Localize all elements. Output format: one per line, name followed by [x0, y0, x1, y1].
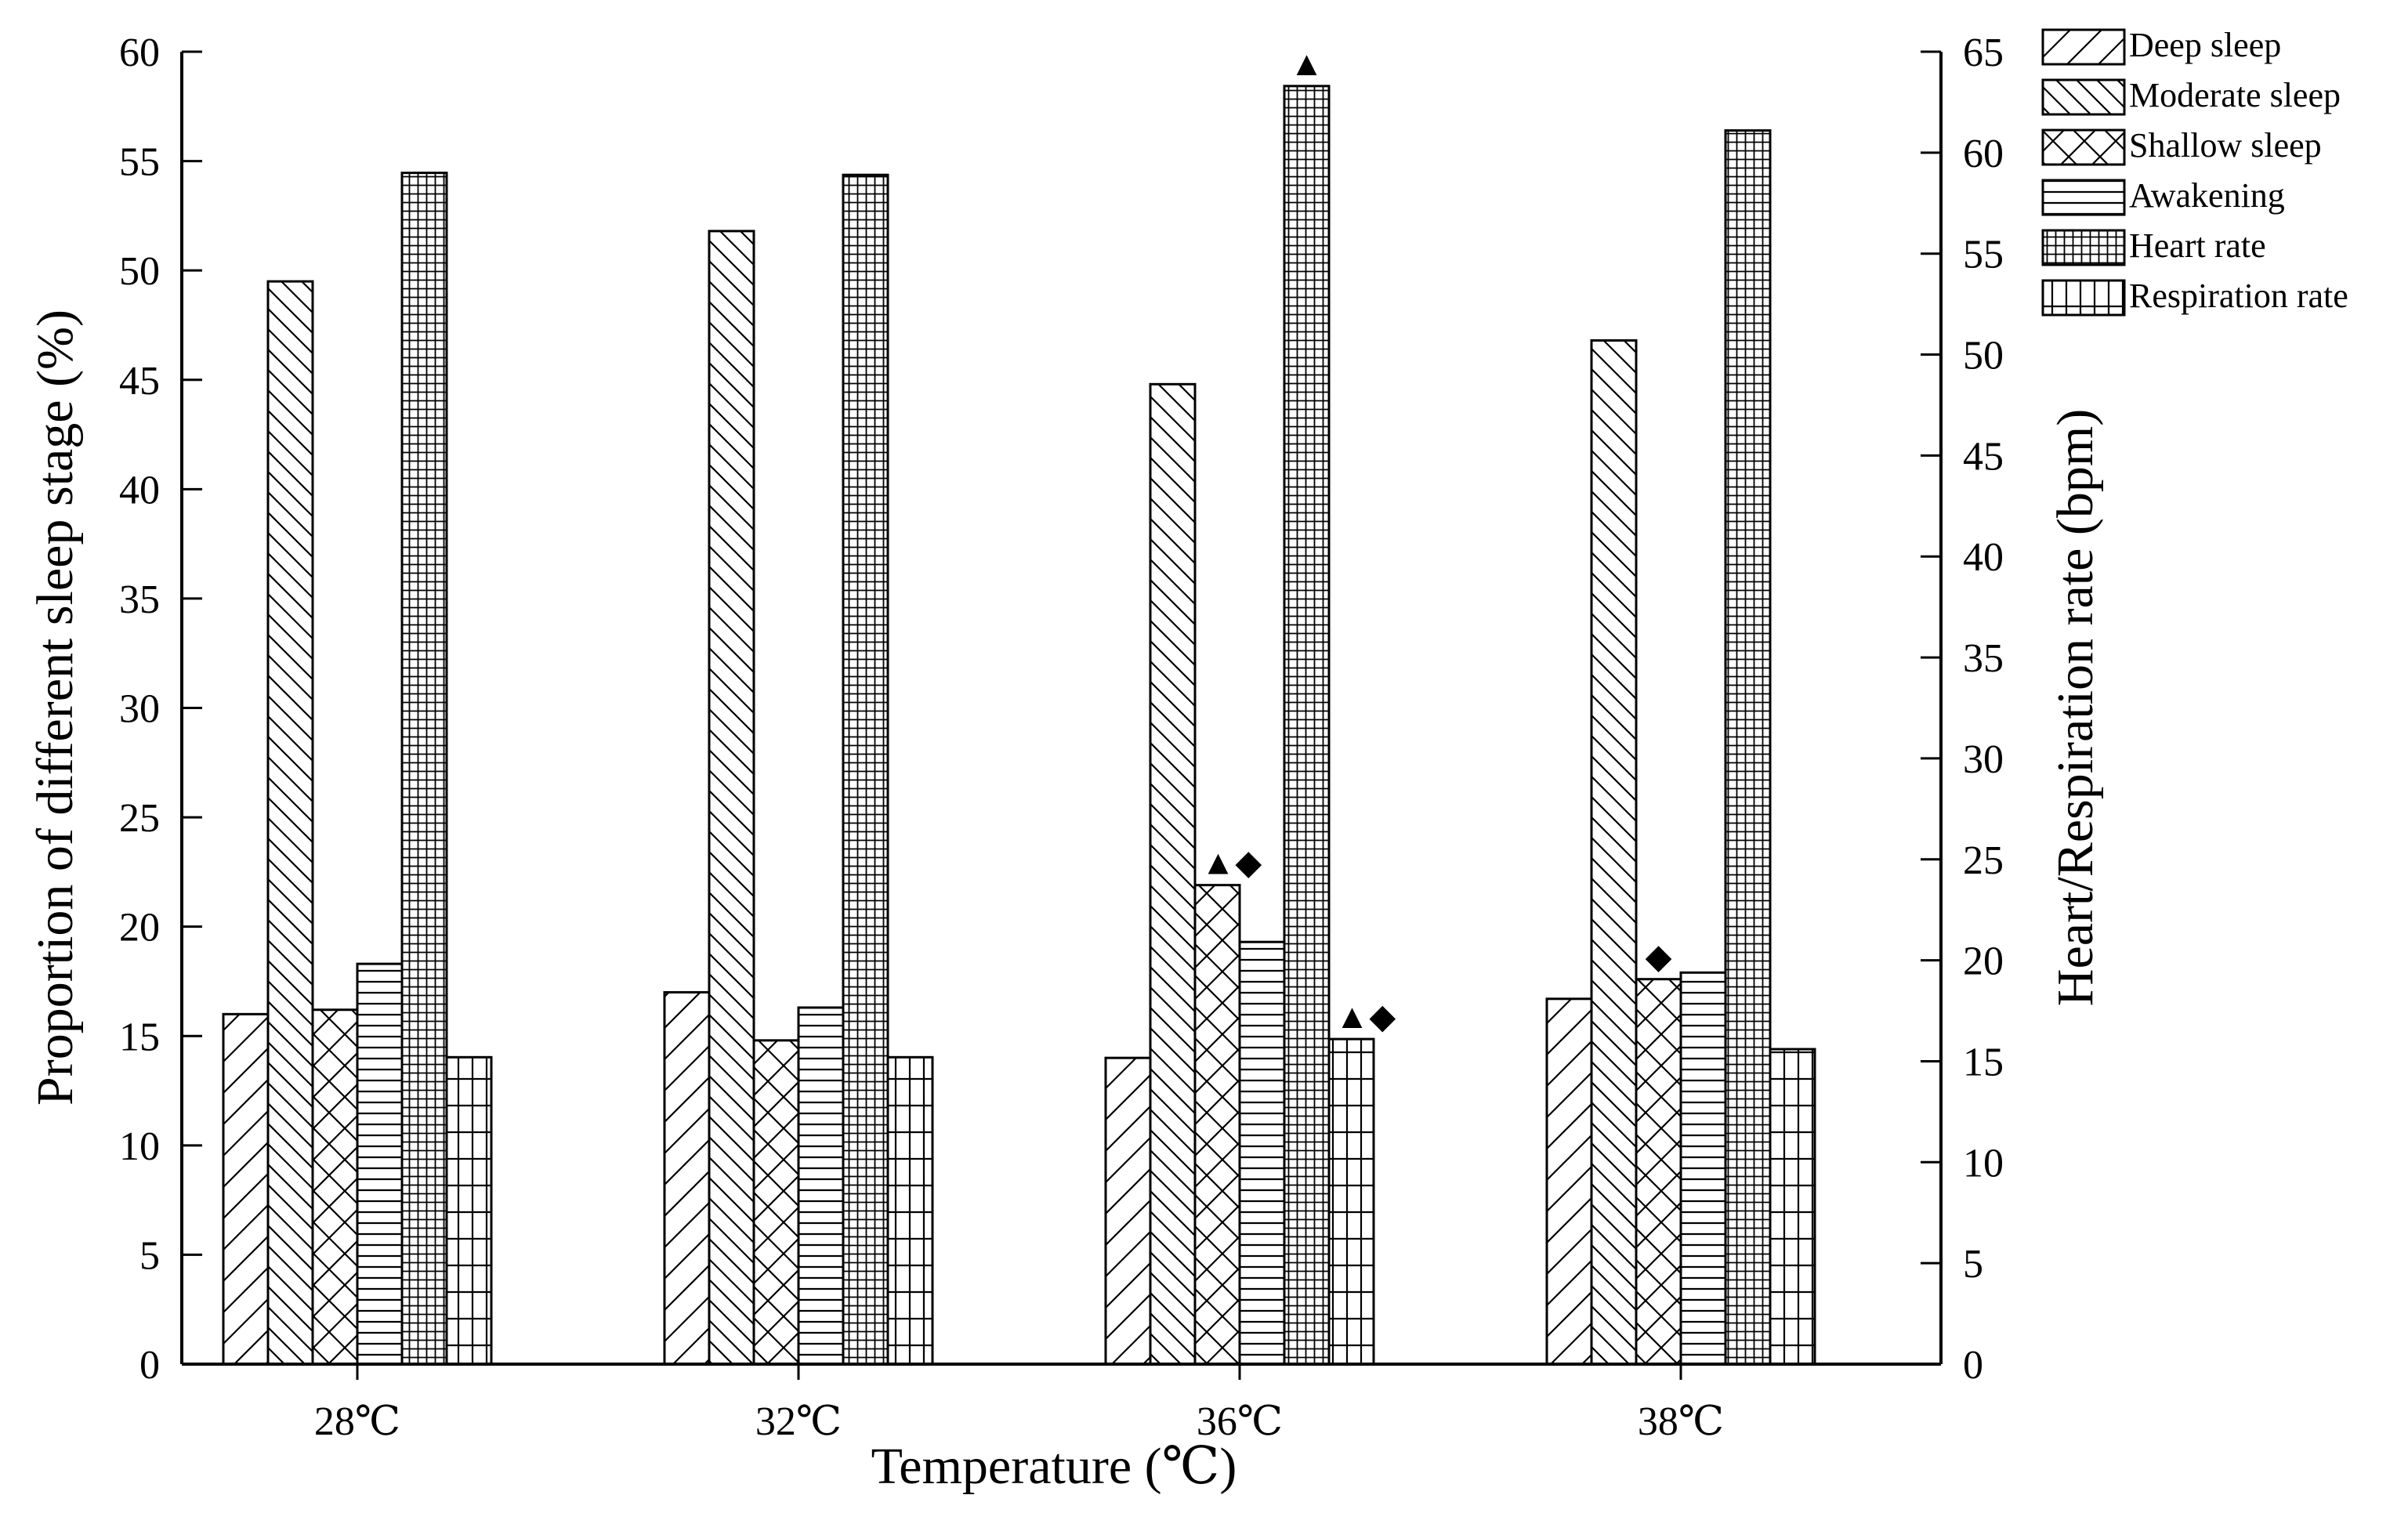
bar-moderate-sleep-3 — [1590, 339, 1638, 1366]
y2-tick-label: 35 — [1963, 636, 2004, 681]
x-axis-title: Temperature (℃) — [871, 1438, 1237, 1495]
y-tick-label: 0 — [139, 1343, 160, 1388]
y2-tick-label: 5 — [1963, 1242, 1983, 1287]
bar-moderate-sleep-0 — [266, 280, 314, 1366]
significance-marker: ▲ — [1290, 45, 1324, 83]
y2-tick-label: 55 — [1963, 233, 2004, 277]
y2-tick-label: 40 — [1963, 535, 2004, 580]
bar-awakening-2 — [1238, 940, 1286, 1366]
y2-tick-label: 60 — [1963, 132, 2004, 176]
y-tick-label: 45 — [119, 359, 160, 404]
bar-heart-rate-1 — [842, 173, 889, 1366]
x-tick-label: 38℃ — [1638, 1399, 1724, 1444]
bar-shallow-sleep-2 — [1193, 884, 1241, 1366]
bar-heart-rate-2 — [1283, 85, 1331, 1366]
y-tick-label: 5 — [139, 1233, 160, 1278]
legend-swatch-moderate-sleep — [2041, 78, 2126, 116]
y-tick-label: 20 — [119, 906, 160, 950]
y2-tick-label: 0 — [1963, 1343, 1983, 1388]
legend-swatch-heart-rate — [2041, 229, 2126, 266]
y-tick-label: 15 — [119, 1015, 160, 1059]
bar-shallow-sleep-3 — [1635, 978, 1682, 1366]
y2-tick-label: 20 — [1963, 939, 2004, 984]
significance-marker: ◆ — [1646, 938, 1672, 976]
bar-deep-sleep-0 — [222, 1012, 270, 1366]
y2-tick-label: 65 — [1963, 31, 2004, 75]
y2-tick-label: 30 — [1963, 737, 2004, 782]
significance-marker: ▲◆ — [1201, 844, 1262, 882]
legend-label: Deep sleep — [2129, 26, 2281, 64]
y2-axis-title: Heart/Respiration rate (bpm) — [2047, 409, 2104, 1006]
legend-label: Respiration rate — [2129, 277, 2348, 315]
y-tick-label: 50 — [119, 249, 160, 294]
x-tick-label: 36℃ — [1197, 1399, 1283, 1444]
legend-label: Awakening — [2129, 176, 2285, 215]
bar-respiration-rate-3 — [1769, 1048, 1816, 1366]
bar-shallow-sleep-0 — [311, 1008, 359, 1366]
y-tick-label: 60 — [119, 31, 160, 75]
bar-heart-rate-3 — [1724, 129, 1772, 1366]
bar-respiration-rate-2 — [1327, 1037, 1375, 1366]
y-tick-label: 40 — [119, 468, 160, 512]
bar-moderate-sleep-1 — [708, 230, 755, 1366]
bar-respiration-rate-0 — [445, 1055, 493, 1366]
y-tick-label: 10 — [119, 1124, 160, 1169]
bar-awakening-3 — [1679, 971, 1727, 1366]
legend-swatch-shallow-sleep — [2041, 128, 2126, 166]
y-axis-title: Proportion of different sleep stage (%) — [27, 309, 84, 1106]
bar-deep-sleep-3 — [1545, 997, 1593, 1366]
legend-label: Moderate sleep — [2129, 76, 2341, 114]
significance-marker: ▲◆ — [1335, 997, 1396, 1036]
legend: Deep sleep Moderate sleep Shallow sleep Awa… — [2041, 26, 2348, 317]
bar-heart-rate-0 — [400, 172, 448, 1366]
y-tick-label: 55 — [119, 140, 160, 185]
y2-tick-label: 10 — [1963, 1141, 2004, 1185]
legend-label: Shallow sleep — [2129, 126, 2322, 165]
x-tick-label: 32℃ — [755, 1399, 842, 1444]
bar-respiration-rate-1 — [886, 1055, 934, 1366]
legend-swatch-deep-sleep — [2041, 28, 2126, 66]
bar-shallow-sleep-1 — [752, 1039, 800, 1366]
y-tick-label: 35 — [119, 577, 160, 622]
y-tick-label: 30 — [119, 687, 160, 732]
y2-tick-label: 25 — [1963, 838, 2004, 883]
legend-label: Heart rate — [2129, 226, 2266, 265]
bar-deep-sleep-2 — [1104, 1056, 1152, 1366]
legend-swatch-awakening — [2041, 179, 2126, 216]
bar-deep-sleep-1 — [663, 990, 711, 1366]
bar-moderate-sleep-2 — [1149, 382, 1197, 1366]
bar-awakening-0 — [356, 962, 404, 1366]
y-tick-label: 25 — [119, 796, 160, 841]
y2-tick-label: 50 — [1963, 334, 2004, 378]
legend-swatch-respiration-rate — [2041, 279, 2126, 317]
x-tick-label: 28℃ — [314, 1399, 400, 1444]
y2-tick-label: 45 — [1963, 434, 2004, 479]
y2-tick-label: 15 — [1963, 1040, 2004, 1084]
bar-awakening-1 — [797, 1006, 845, 1366]
